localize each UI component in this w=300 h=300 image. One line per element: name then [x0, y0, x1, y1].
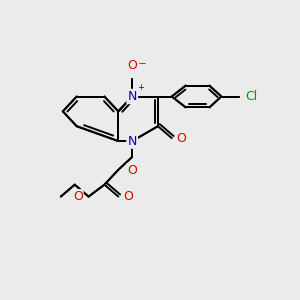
- Text: O: O: [127, 59, 137, 72]
- Text: Cl: Cl: [245, 90, 257, 103]
- Text: N: N: [128, 135, 137, 148]
- Text: N: N: [128, 90, 137, 103]
- Text: −: −: [138, 59, 147, 69]
- Text: O: O: [177, 132, 187, 145]
- Text: O: O: [123, 190, 133, 203]
- Text: O: O: [127, 164, 137, 177]
- Text: +: +: [136, 83, 143, 92]
- Text: O: O: [73, 190, 82, 203]
